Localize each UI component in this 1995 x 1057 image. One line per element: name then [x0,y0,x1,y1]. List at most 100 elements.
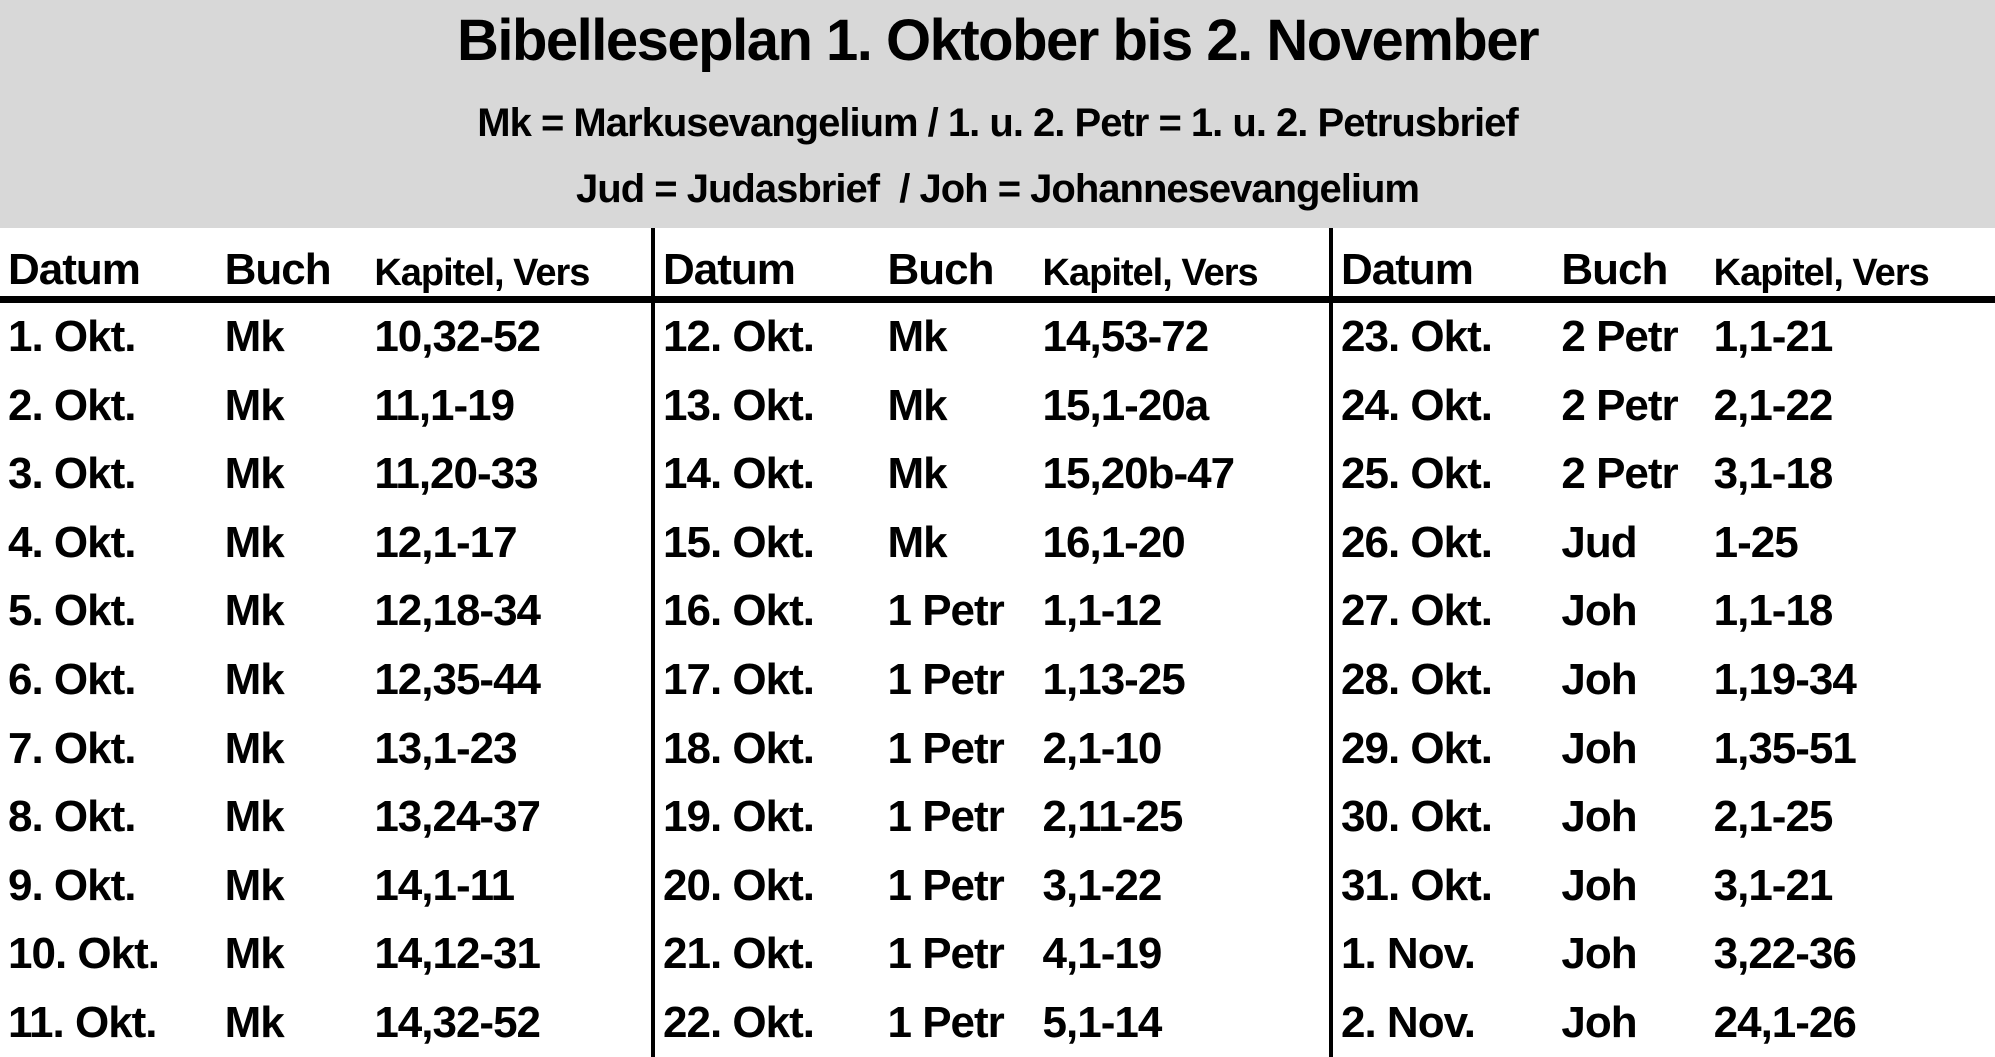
table-row: 23. Okt. 2 Petr 1,1-21 [1333,303,1995,372]
table-row: 26. Okt. Jud 1-25 [1333,509,1995,578]
table-header-row: Datum Buch Kapitel, Vers [655,228,1329,303]
cell-datum: 30. Okt. [1341,792,1493,842]
cell-kapitel-vers: 16,1-20 [1042,517,1186,567]
cell-datum: 21. Okt. [663,929,815,979]
table-column-group: Datum Buch Kapitel, Vers 23. Okt. 2 Petr… [1329,228,1995,1057]
table-row: 12. Okt. Mk 14,53-72 [655,303,1329,372]
table-header-row: Datum Buch Kapitel, Vers [0,228,651,303]
cell-buch: Mk [224,792,285,842]
page-title: Bibelleseplan 1. Oktober bis 2. November [456,8,1540,73]
cell-datum: 3. Okt. [8,449,136,499]
table-row: 21. Okt. 1 Petr 4,1-19 [655,920,1329,989]
cell-datum: 8. Okt. [8,792,136,842]
cell-buch: 1 Petr [887,792,1005,842]
column-header-buch: Buch [1561,245,1668,294]
table-row: 29. Okt. Joh 1,35-51 [1333,714,1995,783]
table-row: 17. Okt. 1 Petr 1,13-25 [655,646,1329,715]
table-column-group: Datum Buch Kapitel, Vers 12. Okt. Mk 14,… [651,228,1329,1057]
column-header-buch: Buch [887,245,995,294]
cell-buch: 2 Petr [1561,312,1678,362]
cell-kapitel-vers: 1,1-18 [1713,586,1834,636]
table-row: 6. Okt. Mk 12,35-44 [0,646,651,715]
cell-kapitel-vers: 14,1-11 [374,860,515,910]
cell-kapitel-vers: 5,1-14 [1042,997,1163,1047]
cell-buch: 1 Petr [887,723,1005,773]
cell-datum: 10. Okt. [8,929,160,979]
cell-datum: 25. Okt. [1341,449,1493,499]
cell-buch: Joh [1561,929,1637,979]
cell-buch: Mk [224,997,285,1047]
cell-kapitel-vers: 24,1-26 [1713,997,1857,1047]
table-header-row: Datum Buch Kapitel, Vers [1333,228,1995,303]
cell-kapitel-vers: 14,32-52 [374,997,541,1047]
table-column-group: Datum Buch Kapitel, Vers 1. Okt. Mk 10,3… [0,228,651,1057]
cell-kapitel-vers: 3,22-36 [1713,929,1857,979]
cell-kapitel-vers: 1,19-34 [1713,655,1857,704]
cell-buch: Mk [887,449,948,499]
cell-datum: 13. Okt. [663,380,815,430]
cell-datum: 15. Okt. [663,517,815,567]
cell-datum: 20. Okt. [663,860,815,910]
cell-datum: 2. Okt. [8,380,136,430]
cell-kapitel-vers: 11,1-19 [374,380,515,430]
cell-datum: 6. Okt. [8,655,136,704]
cell-kapitel-vers: 1,1-21 [1713,312,1834,362]
cell-buch: 2 Petr [1561,380,1678,430]
cell-kapitel-vers: 4,1-19 [1042,929,1163,979]
cell-kapitel-vers: 2,1-10 [1042,723,1163,773]
cell-datum: 1. Nov. [1341,929,1476,979]
cell-kapitel-vers: 1,13-25 [1042,655,1186,704]
cell-buch: Mk [224,655,285,704]
cell-buch: 1 Petr [887,929,1005,979]
cell-buch: Mk [224,723,285,773]
column-header-kapitel-vers: Kapitel, Vers [374,252,590,294]
cell-kapitel-vers: 12,1-17 [374,517,517,567]
cell-buch: Joh [1561,723,1637,773]
cell-buch: Jud [1561,517,1637,567]
cell-datum: 5. Okt. [8,586,136,636]
table-row: 9. Okt. Mk 14,1-11 [0,851,651,920]
column-header-datum: Datum [663,245,796,294]
table-row: 11. Okt. Mk 14,32-52 [0,988,651,1057]
cell-kapitel-vers: 2,1-25 [1713,792,1834,842]
cell-datum: 11. Okt. [8,997,158,1047]
cell-kapitel-vers: 2,11-25 [1042,792,1184,842]
column-header-buch: Buch [224,245,332,294]
table-row: 1. Nov. Joh 3,22-36 [1333,920,1995,989]
cell-kapitel-vers: 3,1-21 [1713,860,1834,910]
cell-kapitel-vers: 1,1-12 [1042,586,1163,636]
cell-kapitel-vers: 14,53-72 [1042,312,1210,362]
table-row: 30. Okt. Joh 2,1-25 [1333,783,1995,852]
table-row: 24. Okt. 2 Petr 2,1-22 [1333,372,1995,441]
table-row: 22. Okt. 1 Petr 5,1-14 [655,988,1329,1057]
cell-kapitel-vers: 15,20b-47 [1042,449,1236,499]
cell-kapitel-vers: 11,20-33 [374,449,538,499]
cell-buch: 1 Petr [887,655,1005,704]
cell-buch: Mk [224,380,285,430]
cell-datum: 23. Okt. [1341,312,1493,362]
cell-datum: 4. Okt. [8,517,136,567]
cell-buch: 1 Petr [887,997,1005,1047]
table-row: 8. Okt. Mk 13,24-37 [0,783,651,852]
cell-buch: Mk [224,929,285,979]
table-body: 12. Okt. Mk 14,53-72 13. Okt. Mk 15,1-20… [655,303,1329,1057]
cell-kapitel-vers: 3,1-18 [1713,449,1834,499]
cell-datum: 24. Okt. [1341,380,1493,430]
cell-kapitel-vers: 13,24-37 [374,792,541,842]
table-row: 27. Okt. Joh 1,1-18 [1333,577,1995,646]
cell-datum: 27. Okt. [1341,586,1493,636]
table-row: 3. Okt. Mk 11,20-33 [0,440,651,509]
table-row: 31. Okt. Joh 3,1-21 [1333,851,1995,920]
cell-datum: 9. Okt. [8,860,136,910]
column-header-kapitel-vers: Kapitel, Vers [1713,252,1930,294]
cell-buch: 1 Petr [887,586,1005,636]
table-row: 16. Okt. 1 Petr 1,1-12 [655,577,1329,646]
cell-buch: 2 Petr [1561,449,1678,499]
cell-datum: 1. Okt. [8,312,136,362]
cell-datum: 26. Okt. [1341,517,1493,567]
cell-kapitel-vers: 12,18-34 [374,586,541,636]
table-body: 1. Okt. Mk 10,32-52 2. Okt. Mk 11,1-19 3… [0,303,651,1057]
cell-datum: 14. Okt. [663,449,815,499]
cell-buch: Mk [224,860,285,910]
table-row: 15. Okt. Mk 16,1-20 [655,509,1329,578]
